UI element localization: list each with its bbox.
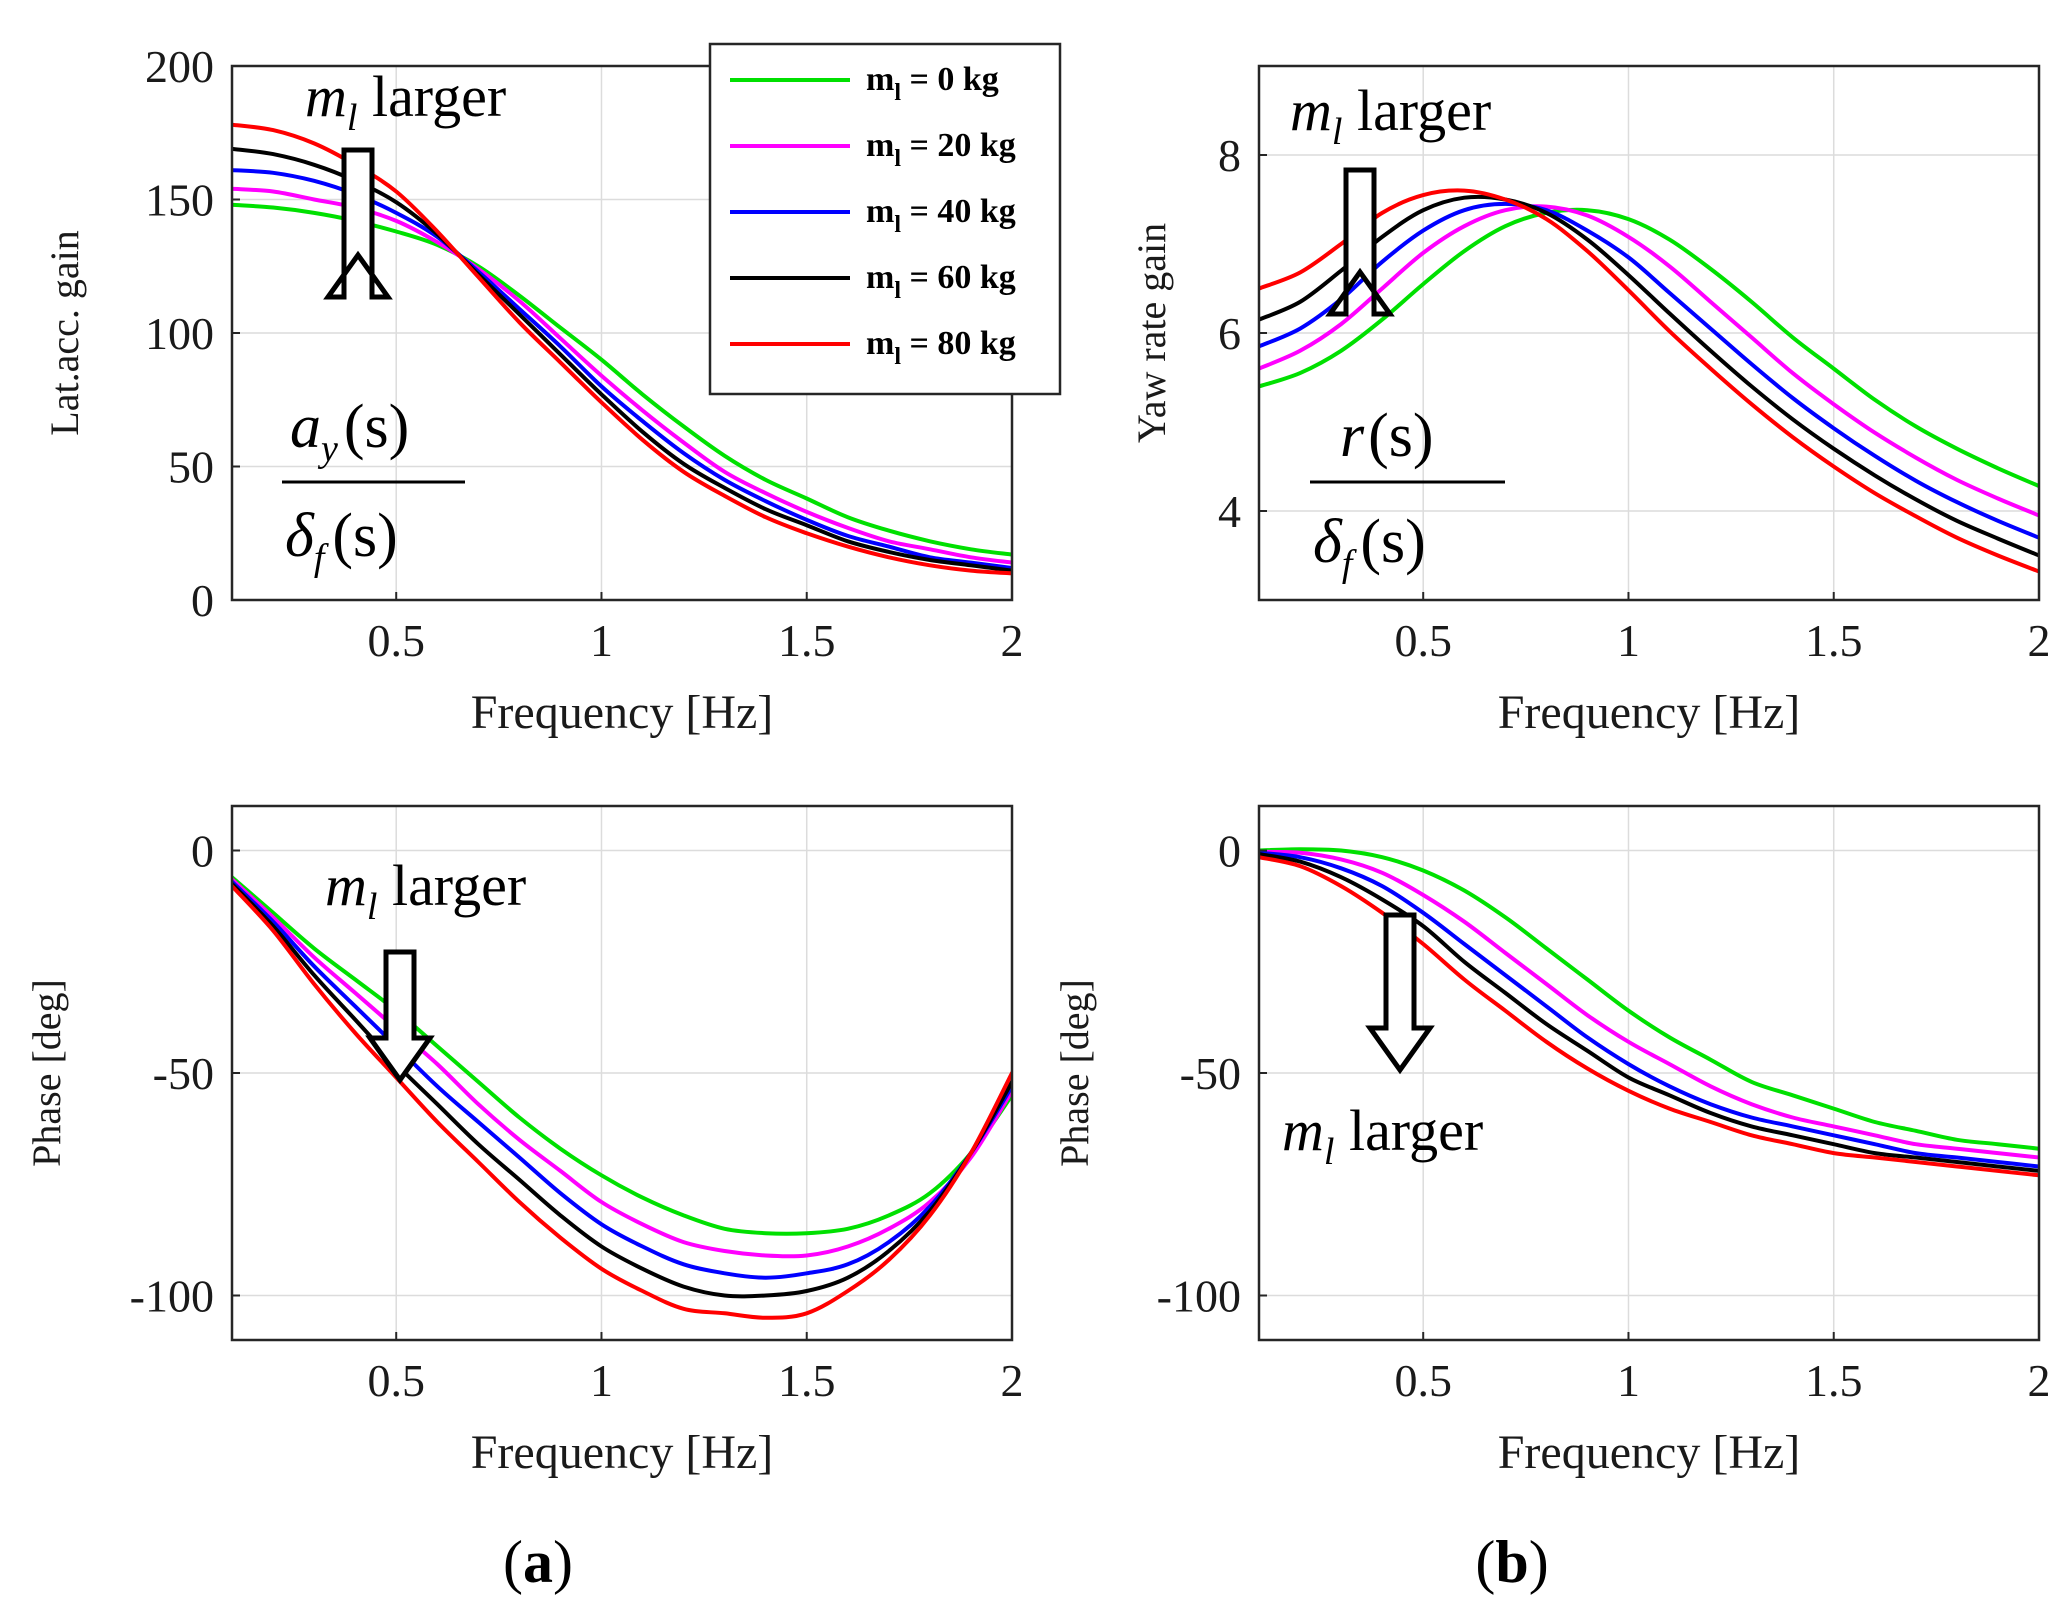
y-tick-label: 4	[1218, 486, 1241, 537]
series-line-m-l-60-kg	[1259, 194, 2039, 558]
legend-entry: ml = 60 kg	[866, 259, 1016, 304]
series-line-m-l-80-kg	[232, 884, 1012, 1320]
series-line-m-l-0-kg	[232, 875, 1012, 1236]
series-line-m-l-40-kg	[1259, 850, 2039, 1169]
x-tick-label: 0.5	[1394, 1355, 1452, 1406]
annotation-ml-larger: ml larger	[1282, 1098, 1483, 1173]
annotation-ml-larger: ml larger	[1290, 78, 1491, 153]
x-tick-label: 0.5	[367, 615, 425, 666]
series-line-m-l-0-kg	[1259, 207, 2039, 489]
legend-box	[708, 42, 1062, 396]
y-axis-label: Phase [deg]	[24, 979, 69, 1167]
yaw-rate-transfer-function: r(s) δf (s)	[1310, 402, 1505, 585]
lateral-acceleration-phase-plot: 0.5 1 1.5 2 -100 -50 0 Frequency [Hz] Phase [deg…	[24, 804, 1024, 1479]
yaw-rate-phase-plot: 0.5 1 1.5 2 -100 -50 0 Frequency [Hz] Phase [deg…	[1052, 804, 2051, 1479]
yaw-rate-gain-plot: 0.5 1 1.5 2 4 6 8 Frequency [Hz] Yaw rate gain ml…	[1129, 64, 2051, 739]
y-tick-label: 150	[145, 175, 214, 226]
y-tick-label: 6	[1218, 308, 1241, 359]
x-axis-label: Frequency [Hz]	[1498, 1426, 1801, 1479]
x-tick-label: 1.5	[1805, 615, 1863, 666]
series-line-m-l-20-kg	[232, 877, 1012, 1259]
x-tick-label: 0.5	[1394, 615, 1452, 666]
down-arrow-icon	[365, 949, 435, 1085]
legend-entry: ml = 80 kg	[866, 325, 1016, 370]
series-line-m-l-40-kg	[232, 879, 1012, 1280]
lat-acc-transfer-function: ay(s) δf (s)	[282, 393, 465, 579]
y-tick-label: -50	[1180, 1048, 1241, 1099]
panel-label-a: (a)	[503, 1529, 573, 1595]
y-tick-label: 0	[191, 575, 214, 626]
annotation-ml-larger: ml larger	[325, 853, 526, 928]
x-tick-label: 1	[590, 615, 613, 666]
annotation-ml-larger: ml larger	[305, 64, 506, 139]
legend-entry: ml = 40 kg	[866, 193, 1016, 238]
legend-entry: ml = 0 kg	[866, 61, 999, 106]
y-tick-label: 100	[145, 308, 214, 359]
legend-entry: ml = 20 kg	[866, 127, 1016, 172]
series-line-m-l-20-kg	[1259, 849, 2039, 1160]
x-axis-label: Frequency [Hz]	[1498, 686, 1801, 739]
legend: ml = 0 kg ml = 20 kg ml = 40 kg ml = 60 kg m…	[708, 42, 1062, 396]
x-tick-label: 1	[1617, 1355, 1640, 1406]
panel-label-b: (b)	[1475, 1529, 1548, 1595]
x-tick-label: 2	[2028, 1355, 2051, 1406]
y-tick-label: 0	[1218, 826, 1241, 877]
x-tick-label: 2	[1001, 615, 1024, 666]
up-arrow-icon	[323, 147, 393, 300]
x-tick-label: 1	[1617, 615, 1640, 666]
x-tick-label: 2	[2028, 615, 2051, 666]
series-line-m-l-0-kg	[1259, 847, 2039, 1151]
x-tick-label: 1.5	[778, 1355, 836, 1406]
series-line-m-l-60-kg	[1259, 852, 2039, 1173]
y-tick-label: -100	[130, 1271, 214, 1322]
up-arrow-icon	[1325, 167, 1395, 317]
formula-denominator: δf (s)	[1313, 508, 1426, 585]
x-tick-label: 1.5	[778, 615, 836, 666]
series-line-m-l-60-kg	[232, 881, 1012, 1299]
series-group	[1259, 188, 2039, 574]
x-tick-label: 1.5	[1805, 1355, 1863, 1406]
series-group	[232, 875, 1012, 1320]
y-tick-label: 50	[168, 442, 214, 493]
y-axis-label: Yaw rate gain	[1129, 223, 1174, 443]
formula-numerator: ay(s)	[290, 393, 409, 470]
x-axis-label: Frequency [Hz]	[471, 1426, 774, 1479]
formula-numerator: r(s)	[1340, 402, 1434, 470]
y-axis-label: Lat.acc. gain	[42, 230, 87, 435]
y-tick-label: 8	[1218, 130, 1241, 181]
y-tick-label: 200	[145, 41, 214, 92]
y-tick-label: -50	[153, 1048, 214, 1099]
x-tick-label: 2	[1001, 1355, 1024, 1406]
y-tick-label: 0	[191, 826, 214, 877]
lateral-acceleration-gain-plot: 0.5 1 1.5 2 0 50 100 150 200 Frequency [Hz] Lat.ac…	[42, 41, 1024, 739]
down-arrow-icon	[1365, 912, 1435, 1075]
y-tick-label: -100	[1157, 1271, 1241, 1322]
series-line-m-l-20-kg	[1259, 204, 2039, 518]
x-tick-label: 1	[590, 1355, 613, 1406]
formula-denominator: δf (s)	[285, 502, 398, 579]
y-axis-label: Phase [deg]	[1052, 979, 1097, 1167]
x-axis-label: Frequency [Hz]	[471, 686, 774, 739]
series-line-m-l-80-kg	[1259, 188, 2039, 574]
series-line-m-l-40-kg	[1259, 201, 2039, 540]
x-tick-label: 0.5	[367, 1355, 425, 1406]
